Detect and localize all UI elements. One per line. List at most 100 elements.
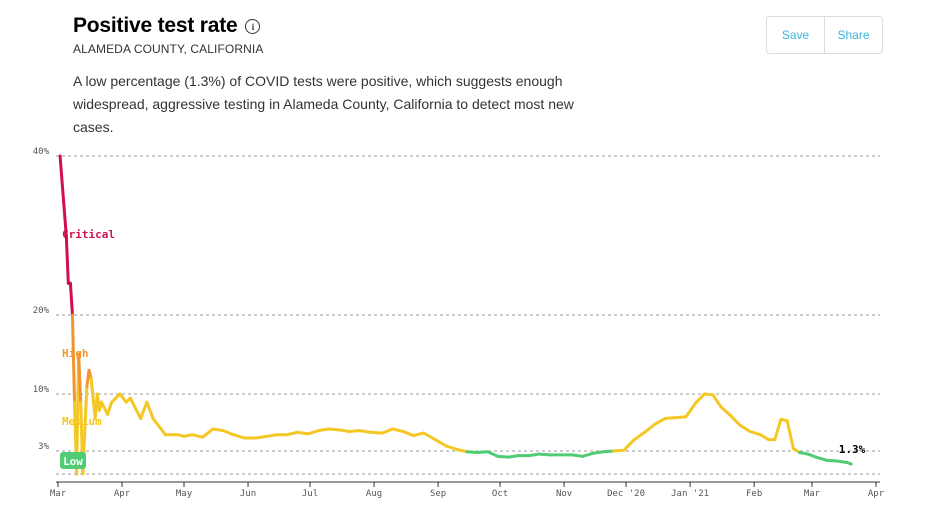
y-tick-label: 40% <box>33 147 50 157</box>
location-subtitle: ALAMEDA COUNTY, CALIFORNIA <box>73 42 264 56</box>
x-tick-label: Nov <box>556 489 572 499</box>
rate-line-segment <box>306 429 320 436</box>
rate-line-segment <box>422 431 436 441</box>
rate-line-segment <box>455 447 469 454</box>
rate-line-segment <box>401 429 415 438</box>
rate-line-segment <box>785 419 795 451</box>
rate-line-segment <box>368 430 384 435</box>
last-value-label: 1.3% <box>839 443 866 456</box>
rate-line-segment <box>581 451 595 458</box>
x-tick-label: Mar <box>50 489 67 499</box>
rate-line-segment <box>151 416 161 429</box>
rate-line-segment <box>496 454 510 459</box>
rate-line-segment <box>684 400 698 419</box>
rate-line-segment <box>632 430 647 442</box>
rate-line-segment <box>118 392 128 404</box>
rate-line-segment <box>570 453 585 458</box>
rate-line-segment <box>58 154 68 237</box>
zone-label-critical: Critical <box>62 228 115 241</box>
rate-line-segment <box>622 438 636 452</box>
zone-label-medium: Medium <box>62 415 102 428</box>
rate-line-segment <box>612 448 626 453</box>
info-icon[interactable]: i <box>245 19 261 34</box>
chart-header: Positive test rate i ALAMEDA COUNTY, CAL… <box>73 14 713 139</box>
rate-line-segment <box>674 415 688 420</box>
rate-line-segment <box>391 427 405 433</box>
rate-line-segment <box>254 434 269 440</box>
rate-line-segment <box>285 430 300 437</box>
rate-line-segment <box>475 450 490 455</box>
x-tick-label: Sep <box>430 489 446 499</box>
rate-line-segment <box>265 433 279 438</box>
rate-line-segment <box>591 450 605 455</box>
rate-line-segment <box>773 417 783 442</box>
y-tick-label: 20% <box>33 306 50 316</box>
rate-line-segment <box>527 452 541 458</box>
rate-line-segment <box>70 313 77 404</box>
rate-line-segment <box>824 458 839 463</box>
x-tick-label: Aug <box>366 489 382 499</box>
rate-line-segment <box>738 423 752 433</box>
grid-layer <box>56 155 880 487</box>
rate-line-segment <box>719 405 731 416</box>
rate-line-segment <box>845 461 853 466</box>
action-buttons: Save Share <box>766 16 883 54</box>
rate-line-segment <box>128 396 138 412</box>
rate-line-segment <box>296 430 310 436</box>
rate-line-segment <box>139 400 149 420</box>
rate-line-segment <box>327 427 341 432</box>
rate-line-segment <box>643 422 657 434</box>
rate-line-segment <box>411 431 426 438</box>
low-zone-badge <box>60 452 86 469</box>
title-row: Positive test rate i <box>73 14 713 38</box>
rate-line-segment <box>835 459 849 464</box>
rate-line-segment <box>711 393 723 409</box>
rate-line-segment <box>465 450 479 455</box>
y-tick-label: 10% <box>33 385 50 395</box>
zone-label-low: Low <box>63 455 83 468</box>
x-tick-label: Mar <box>804 489 821 499</box>
chart-title: Positive test rate <box>73 14 238 37</box>
save-button[interactable]: Save <box>767 17 825 53</box>
rate-line-segment <box>347 429 362 433</box>
rate-line-segment <box>663 416 678 420</box>
rate-line-segment <box>221 429 236 437</box>
rate-line-segment <box>157 425 167 437</box>
x-tick-label: Apr <box>114 489 131 499</box>
rate-line-segment <box>380 427 395 435</box>
x-tick-label: Feb <box>746 489 762 499</box>
rate-line-segment <box>653 416 667 426</box>
rate-line-segment <box>77 353 83 404</box>
share-button[interactable]: Share <box>837 28 870 42</box>
x-tick-label: Dec '20 <box>607 489 645 499</box>
x-tick-label: Oct <box>492 489 508 499</box>
rate-line-segment <box>444 444 459 451</box>
zone-label-high: High <box>62 347 89 360</box>
rate-line-segment <box>211 427 225 433</box>
rate-line-segment <box>190 433 205 439</box>
x-tick-label: Jan '21 <box>671 489 709 499</box>
rate-line-segment <box>358 429 372 434</box>
rate-line-segment <box>694 392 707 404</box>
chart-description: A low percentage (1.3%) of COVID tests w… <box>73 73 574 135</box>
rate-line-segment <box>145 400 155 420</box>
y-tick-label: 3% <box>38 442 49 452</box>
x-tick-label: Jun <box>240 489 256 499</box>
rate-line-segment <box>232 433 246 440</box>
rate-line-segment <box>727 412 742 427</box>
rate-line-segment <box>758 433 771 442</box>
rate-line-segment <box>748 429 762 437</box>
rate-line-segment <box>432 437 448 448</box>
rate-line-segment <box>201 427 215 439</box>
rate-line-segment <box>486 450 500 458</box>
rate-line-segment <box>106 400 114 416</box>
rate-line-segment <box>337 428 351 433</box>
x-tick-label: Apr <box>868 489 885 499</box>
rate-line-segment <box>316 427 331 433</box>
x-tick-label: Jul <box>302 489 318 499</box>
rate-line-segment <box>537 452 552 457</box>
label-layer: 40% 20% 10% 3% Mar Apr May Jun Jul Aug Sep Oct Nov De… <box>33 147 885 499</box>
rate-line-segment <box>814 455 828 462</box>
rate-line-segment <box>506 454 521 459</box>
